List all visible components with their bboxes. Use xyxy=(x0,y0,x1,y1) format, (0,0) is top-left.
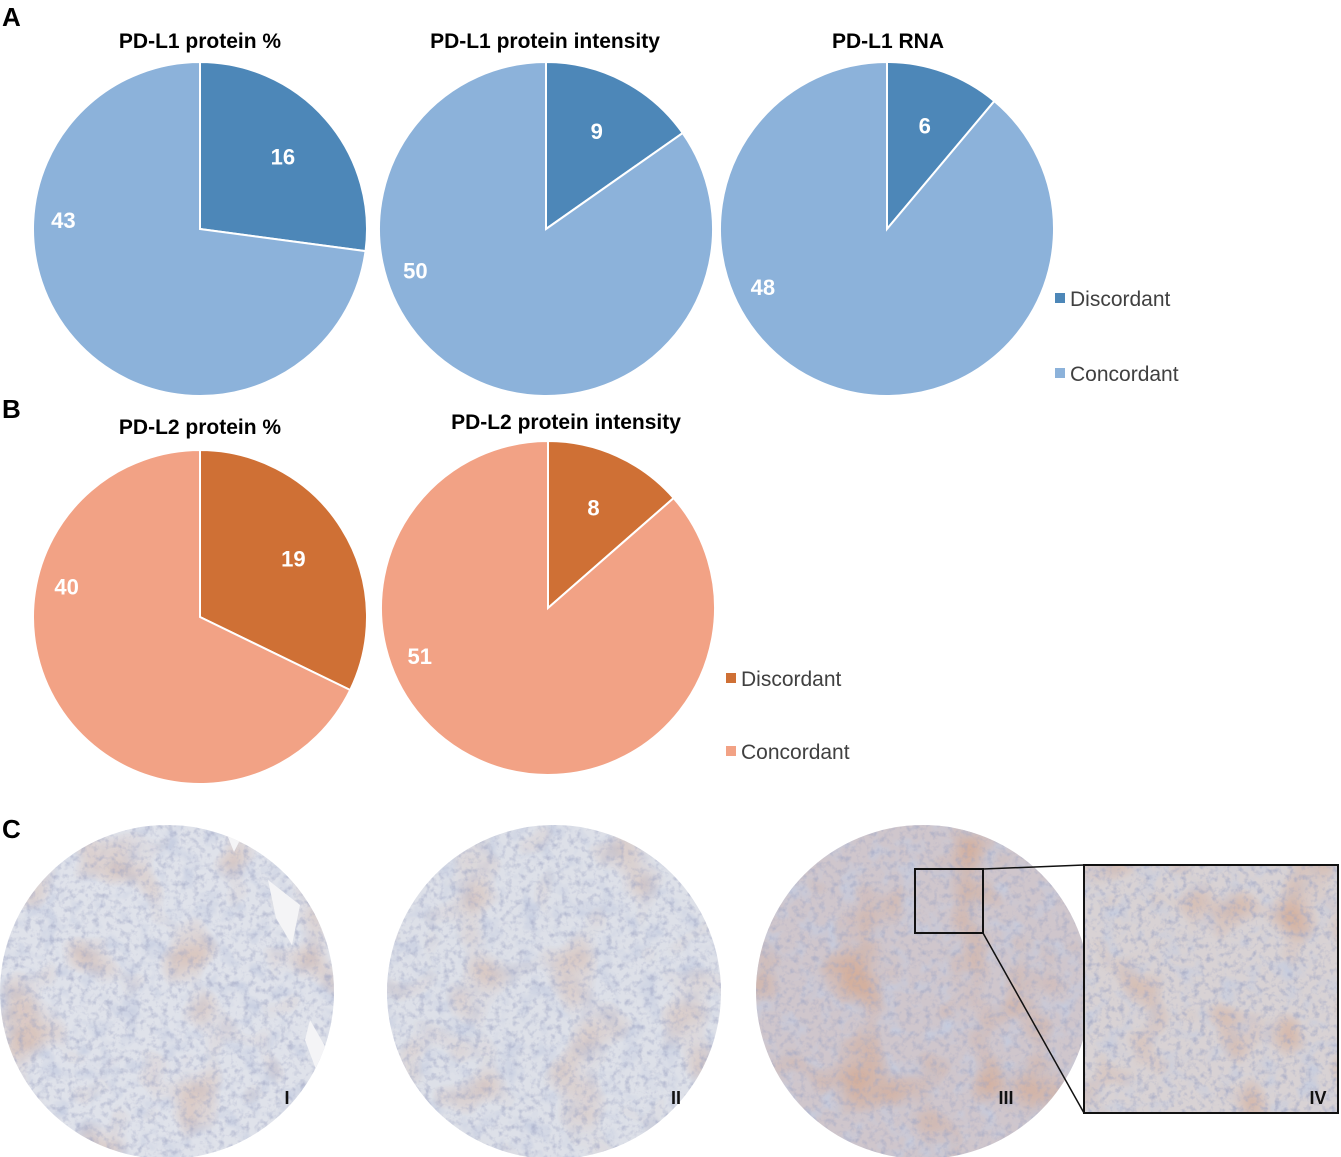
pie-slice-label-discordant: 8 xyxy=(587,496,599,521)
micrograph-label-iv: IV xyxy=(1309,1088,1326,1108)
pie-slice-label-discordant: 9 xyxy=(591,119,603,144)
pie-slice-label-concordant: 51 xyxy=(408,644,432,669)
pie-slice-discordant xyxy=(547,439,676,611)
legend-pdl2: Discordant Concordant xyxy=(726,668,850,764)
legend-label-discordant: Discordant xyxy=(1070,288,1171,311)
panel-letter-b: B xyxy=(2,394,21,424)
legend-swatch-discordant xyxy=(1055,293,1065,303)
pie-chart-pdl2-protein-intensity: 8 51 xyxy=(380,439,716,776)
pie-slice-label-concordant: 40 xyxy=(54,574,78,599)
pie-slice-discordant xyxy=(199,448,368,692)
legend-label-concordant: Concordant xyxy=(1070,363,1179,386)
micrograph-label-i: I xyxy=(284,1088,289,1108)
pie-title-pdl2-protein-intensity: PD-L2 protein intensity xyxy=(451,411,681,434)
panel-letter-c: C xyxy=(2,814,21,844)
micrograph-i: I xyxy=(0,825,334,1157)
pie-title-pdl2-protein-pct: PD-L2 protein % xyxy=(119,416,282,439)
legend-swatch-concordant xyxy=(1055,368,1065,378)
pie-slice-concordant xyxy=(719,60,1055,397)
pie-slice-label-concordant: 50 xyxy=(403,258,427,283)
pie-title-pdl1-rna: PD-L1 RNA xyxy=(832,30,944,53)
pie-slice-label-discordant: 19 xyxy=(281,547,305,572)
legend-swatch-discordant xyxy=(726,673,736,683)
pie-slice-discordant xyxy=(199,60,368,253)
pie-slice-discordant xyxy=(886,60,996,232)
pie-slice-concordant xyxy=(380,439,716,776)
micrograph-iv: IV xyxy=(1083,864,1339,1114)
pie-chart-pdl1-protein-intensity: 9 50 xyxy=(378,60,714,397)
zoom-box xyxy=(914,868,984,934)
micrograph-ii: II xyxy=(387,825,721,1157)
pie-slice-label-concordant: 43 xyxy=(51,208,75,233)
legend-swatch-concordant xyxy=(726,746,736,756)
pie-slice-label-discordant: 6 xyxy=(919,113,931,138)
pie-slice-discordant xyxy=(545,60,685,231)
zoom-connector-bottom xyxy=(982,932,1085,1114)
legend-label-concordant: Concordant xyxy=(741,741,850,764)
legend-label-discordant: Discordant xyxy=(741,668,842,691)
micrograph-label-iii: III xyxy=(998,1088,1013,1108)
pie-slice-label-discordant: 16 xyxy=(271,144,295,169)
pie-slice-label-concordant: 48 xyxy=(751,275,775,300)
pie-chart-pdl1-rna: 6 48 xyxy=(719,60,1055,397)
pie-slice-concordant xyxy=(32,60,367,397)
micrograph-label-ii: II xyxy=(671,1088,681,1108)
pie-slice-concordant xyxy=(32,448,352,785)
micrograph-iii: III xyxy=(756,825,1090,1157)
pie-title-pdl1-protein-pct: PD-L1 protein % xyxy=(119,30,282,53)
zoom-connector-top xyxy=(982,864,1085,870)
pie-slice-concordant xyxy=(378,60,714,397)
pie-title-pdl1-protein-intensity: PD-L1 protein intensity xyxy=(430,30,660,53)
panel-letter-a: A xyxy=(2,2,21,32)
legend-pdl1: Discordant Concordant xyxy=(1055,288,1179,386)
